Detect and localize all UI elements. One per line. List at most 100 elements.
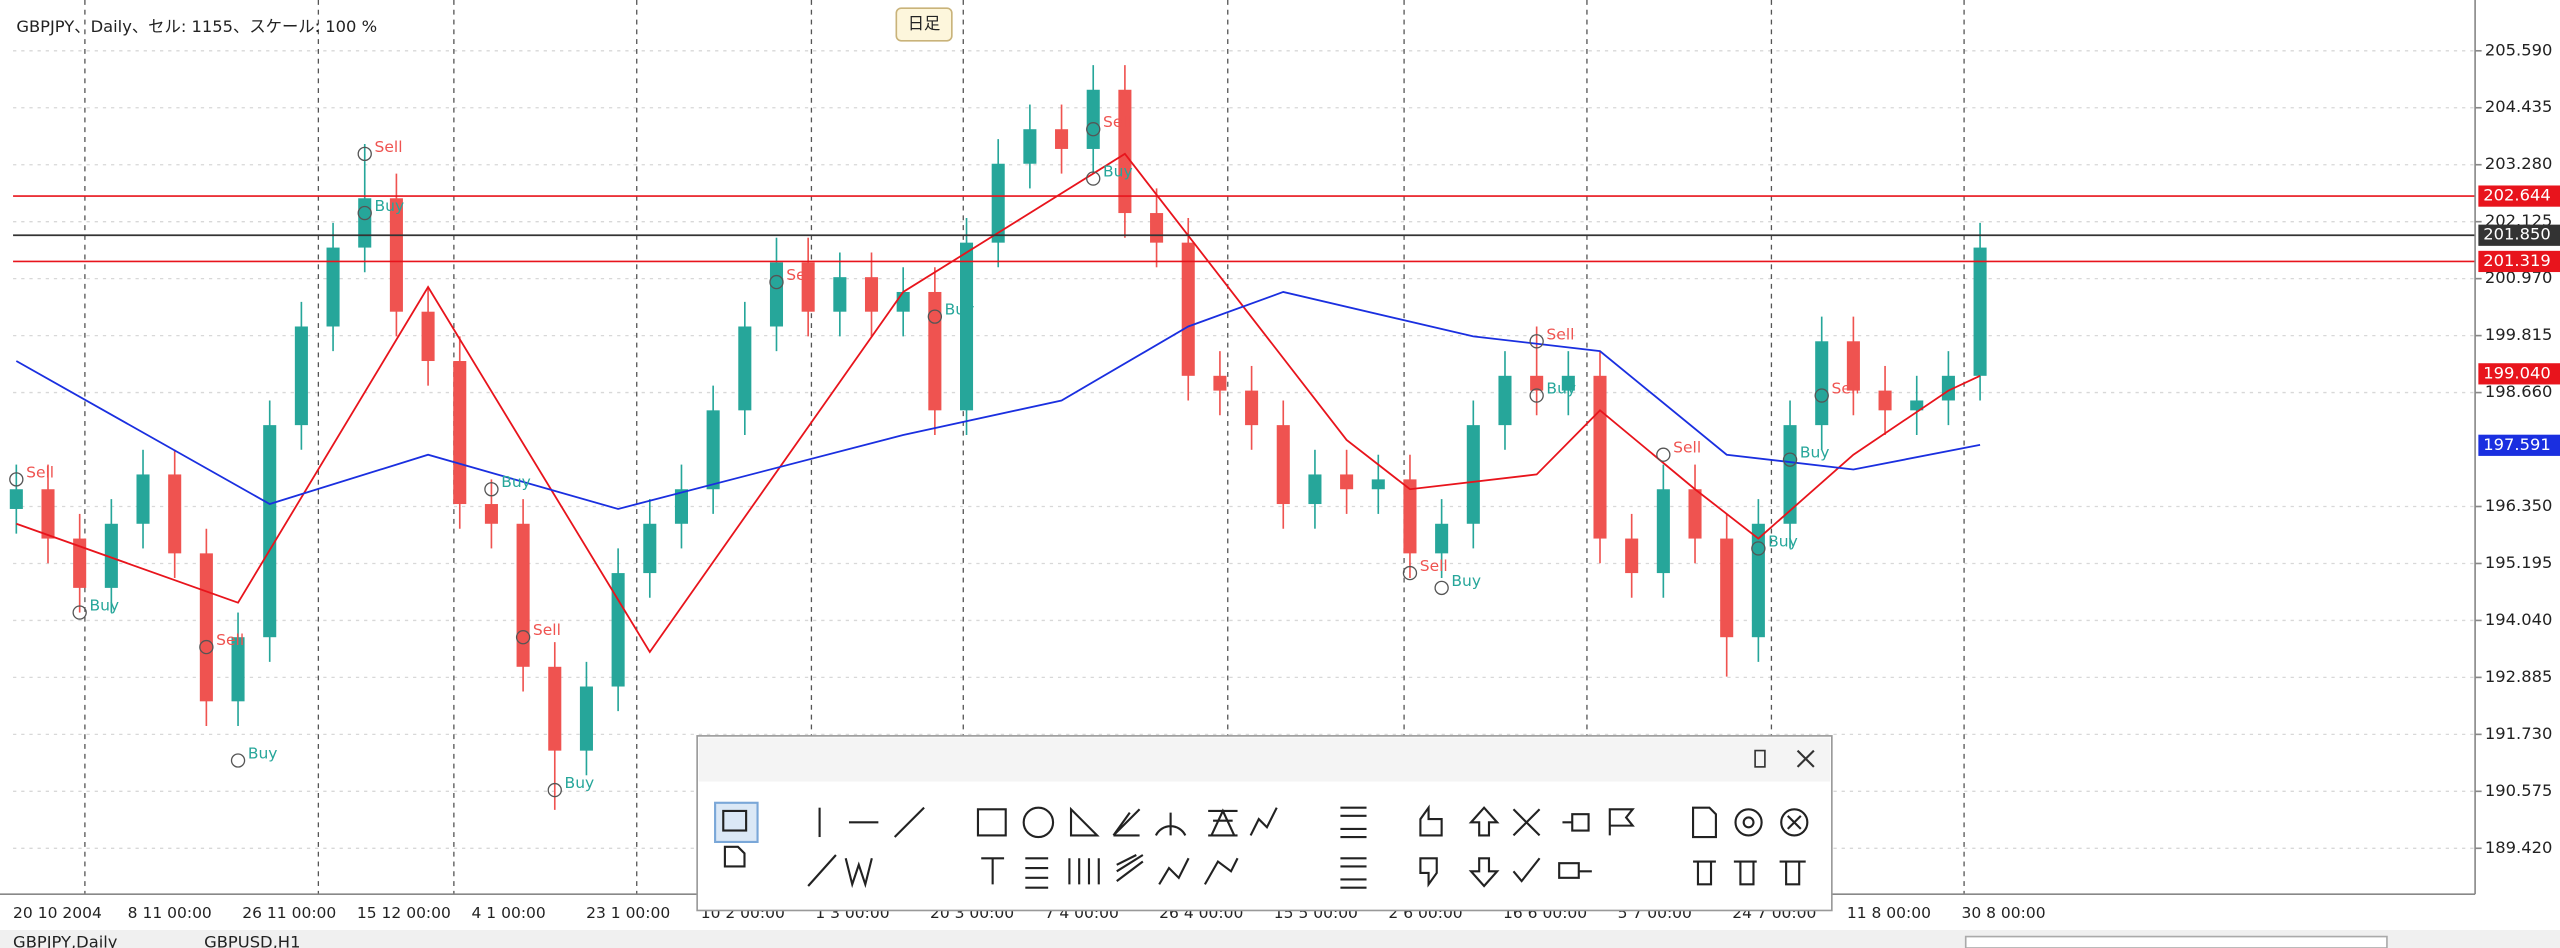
candle-body xyxy=(738,326,752,411)
candle-body xyxy=(769,262,784,327)
tool-icons[interactable] xyxy=(714,801,1809,889)
signal-marker xyxy=(1086,171,1101,186)
y-tick-label: 196.350 xyxy=(2485,496,2552,515)
tab[interactable]: GBPJPY,Daily xyxy=(13,933,118,948)
signal-label: Buy xyxy=(375,197,405,215)
y-tick-label: 191.730 xyxy=(2485,724,2552,743)
signal-marker xyxy=(515,630,531,645)
x-tick-label: 8 11 00:00 xyxy=(128,904,212,922)
candle-body xyxy=(263,425,277,638)
candle-body xyxy=(1213,375,1227,391)
candle-body xyxy=(1308,474,1322,505)
y-tick-label: 198.660 xyxy=(2485,382,2552,401)
candle-body xyxy=(1371,479,1385,490)
signal-marker xyxy=(1402,565,1418,581)
tooltip-box xyxy=(895,7,953,42)
toolbar-titlebar xyxy=(698,737,1831,782)
signal-label: Sell xyxy=(1420,557,1448,575)
candle-body xyxy=(199,553,213,702)
candle-body xyxy=(1340,474,1354,490)
candle-body xyxy=(389,198,403,312)
signal-label: Buy xyxy=(248,744,278,762)
y-tick-label: 204.435 xyxy=(2485,97,2552,116)
candle-body xyxy=(231,637,245,702)
signal-marker xyxy=(230,753,246,768)
x-tick-label: 4 1 00:00 xyxy=(472,904,546,922)
signal-label: Buy xyxy=(89,597,119,615)
moving-average-line xyxy=(15,291,1981,510)
grid-layer xyxy=(13,50,2476,849)
candle-body xyxy=(516,523,530,667)
candle-body xyxy=(1118,89,1132,214)
price-tag-box xyxy=(2478,434,2560,456)
candle-body xyxy=(579,686,593,751)
close-button[interactable] xyxy=(1796,749,1815,768)
candle-body xyxy=(326,247,340,327)
candle-body xyxy=(1435,523,1449,554)
y-tick-label: 195.195 xyxy=(2485,553,2552,572)
candle-body xyxy=(1403,479,1417,554)
signal-label: Sell xyxy=(1673,439,1701,457)
price-tag-label: 199.040 xyxy=(2483,363,2550,382)
signal-label: Buy xyxy=(1800,444,1830,462)
y-tick-label: 189.420 xyxy=(2485,838,2552,857)
signal-label: Buy xyxy=(565,774,595,792)
candle-body xyxy=(1878,390,1892,411)
moving-average-line xyxy=(16,152,1981,654)
candle-body xyxy=(1720,538,1734,638)
candle-body xyxy=(1846,341,1860,391)
candle-body xyxy=(358,198,372,248)
signal-marker xyxy=(1782,452,1798,467)
y-tick-label: 205.590 xyxy=(2485,40,2552,59)
signal-marker xyxy=(1814,388,1829,403)
candle-body xyxy=(1498,375,1512,426)
candle-body xyxy=(136,474,150,524)
pin-button[interactable] xyxy=(1754,749,1766,768)
candle-body xyxy=(1055,129,1069,149)
tab[interactable]: GBPUSD,H1 xyxy=(204,933,300,948)
y-tick-label: 194.040 xyxy=(2485,610,2552,629)
signal-marker xyxy=(1751,541,1766,556)
signal-marker xyxy=(1529,334,1544,349)
signal-label: Sell xyxy=(1103,113,1131,131)
candle-body xyxy=(1751,523,1765,638)
signal-marker xyxy=(199,639,214,655)
signal-marker xyxy=(484,482,499,497)
candle-body xyxy=(421,311,435,362)
candle-body xyxy=(1815,341,1829,426)
y-tick-label: 200.970 xyxy=(2485,268,2552,287)
signal-marker xyxy=(357,205,372,221)
candle-body xyxy=(960,242,974,411)
price-tag-label: 201.850 xyxy=(2483,225,2550,244)
candle-body xyxy=(1276,425,1290,505)
price-tag-box xyxy=(2478,185,2560,207)
candle-body xyxy=(73,538,87,588)
candle-body xyxy=(864,277,879,312)
signal-marker xyxy=(547,782,562,798)
signal-label: Buy xyxy=(501,473,531,491)
price-tag-box xyxy=(2478,363,2560,385)
candle-body xyxy=(1656,489,1670,574)
candle-body xyxy=(294,326,308,426)
x-tick-label: 20 10 2004 xyxy=(13,904,102,922)
y-tick-label: 190.575 xyxy=(2485,781,2552,800)
candle-body xyxy=(9,489,23,509)
scrollbar[interactable] xyxy=(1964,935,2388,948)
candle-body xyxy=(41,489,55,539)
x-tick-label: 11 8 00:00 xyxy=(1847,904,1931,922)
signal-label: Sell xyxy=(26,463,54,481)
signal-label: Sell xyxy=(533,621,561,639)
candle-body xyxy=(1466,425,1480,524)
plot-layer: SellBuySellBuySellBuyBuySellBuySellBuySe… xyxy=(9,65,2476,810)
candle-body xyxy=(1530,375,1544,391)
candle-body xyxy=(833,277,847,312)
signal-marker xyxy=(1086,122,1101,137)
candle-body xyxy=(548,666,562,751)
candle-body xyxy=(484,504,498,524)
signal-marker xyxy=(9,472,24,487)
x-tick-label: 30 8 00:00 xyxy=(1961,904,2045,922)
candle-body xyxy=(1561,375,1575,391)
price-tag-label: 201.319 xyxy=(2483,251,2550,270)
signal-marker xyxy=(769,274,784,290)
